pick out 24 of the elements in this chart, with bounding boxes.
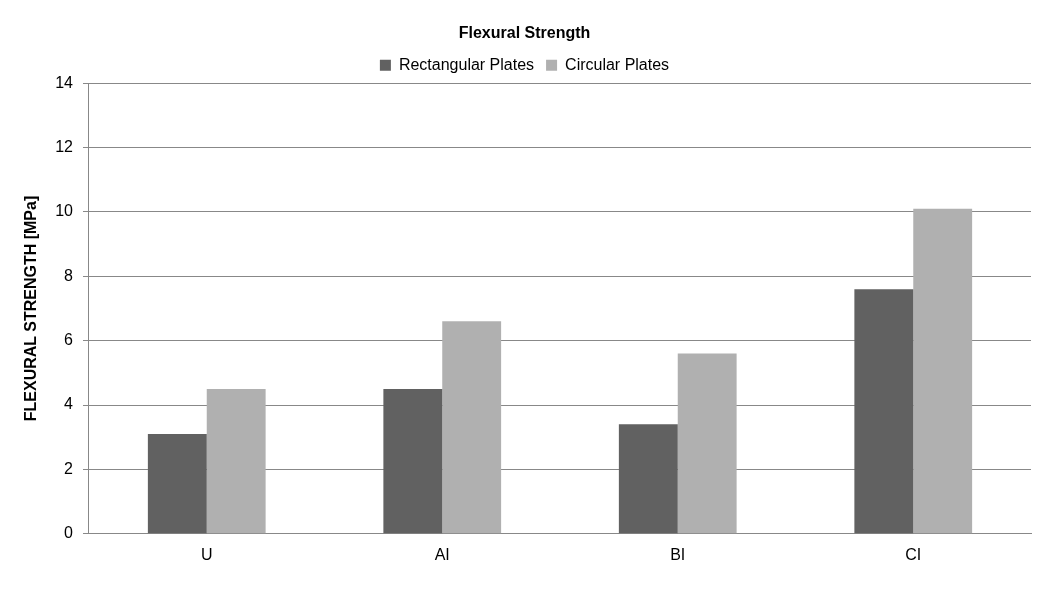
bar — [854, 289, 914, 534]
y-tick-label: 10 — [55, 202, 74, 220]
y-tick-label: 8 — [64, 266, 74, 284]
y-tick-label: 12 — [55, 137, 74, 155]
x-tick-label: AI — [434, 545, 450, 563]
y-tick-label: 6 — [64, 331, 74, 349]
legend-label: Rectangular Plates — [398, 55, 535, 73]
y-axis-title: FLEXURAL STRENGTH [MPa] — [22, 195, 40, 422]
bar — [677, 353, 737, 534]
x-tick-label: CI — [905, 545, 922, 563]
bar — [147, 434, 207, 534]
y-tick-label: 2 — [64, 459, 74, 477]
x-tick-label: BI — [670, 545, 686, 563]
bar — [913, 208, 973, 534]
y-tick-label: 4 — [64, 395, 74, 413]
bar — [206, 388, 266, 534]
x-tick-label: U — [200, 545, 213, 563]
bar — [442, 321, 502, 534]
bar — [383, 388, 443, 534]
y-tick-label: 14 — [55, 73, 74, 91]
y-tick-label: 0 — [64, 524, 74, 542]
legend-label: Circular Plates — [565, 55, 670, 73]
chart-title: Flexural Strength — [458, 24, 591, 42]
bar — [618, 424, 678, 534]
